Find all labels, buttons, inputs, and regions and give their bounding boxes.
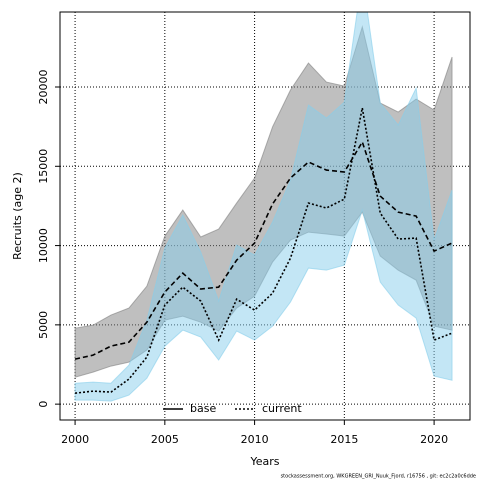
x-axis-label: Years xyxy=(249,455,279,468)
y-axis-label: Recruits (age 2) xyxy=(11,172,24,260)
y-tick-label: 10000 xyxy=(37,228,50,263)
confidence-band xyxy=(74,12,453,402)
y-tick-label: 0 xyxy=(37,401,50,408)
x-tick-label: 2015 xyxy=(330,433,358,446)
x-tick-label: 2005 xyxy=(151,433,179,446)
x-tick-label: 2010 xyxy=(241,433,269,446)
legend-label: current xyxy=(262,402,302,415)
y-tick-label: 20000 xyxy=(37,70,50,105)
y-tick-label: 15000 xyxy=(37,149,50,184)
y-tick-label: 5000 xyxy=(37,311,50,339)
plot-frame xyxy=(59,11,471,421)
series-line xyxy=(74,107,453,394)
x-tick-label: 2000 xyxy=(61,433,89,446)
legend-label: base xyxy=(190,402,216,415)
footer: stockassessment.org, WKGREEN_GRI_Nuuk_Fj… xyxy=(281,474,476,480)
x-tick-label: 2020 xyxy=(420,433,448,446)
series-line xyxy=(74,140,453,360)
plot-area xyxy=(60,12,470,420)
